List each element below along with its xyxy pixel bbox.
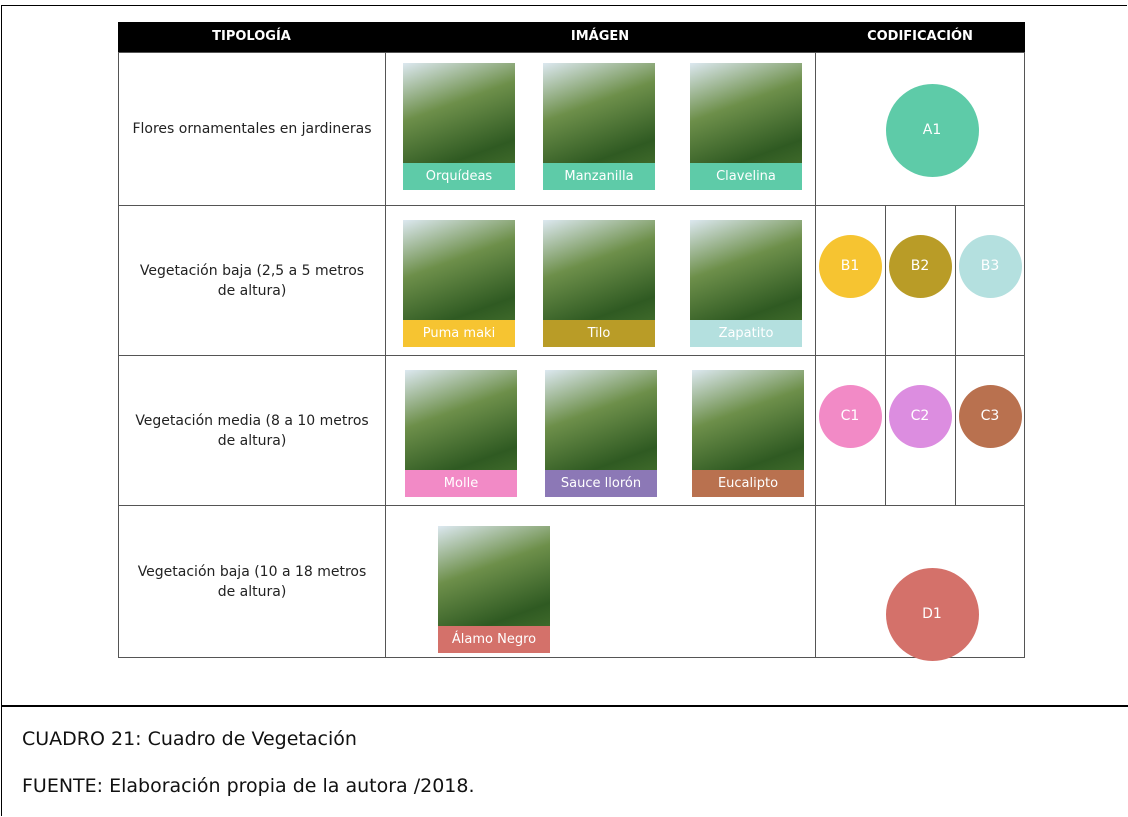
source: FUENTE: Elaboración propia de la autora … (22, 775, 475, 797)
plant-photo: Zapatito (690, 220, 802, 347)
header-cell: TIPOLOGÍA (212, 29, 291, 44)
code-circle: A1 (885, 83, 979, 177)
vegetation-table: TIPOLOGÍA IMÁGEN CODIFICACIÓN Flores orname… (118, 22, 1025, 661)
code-circle: C1 (818, 384, 882, 448)
plant-photo: Sauce llorón (545, 370, 657, 497)
plant-label: Álamo Negro (438, 626, 550, 653)
plant-label: Orquídeas (403, 163, 515, 190)
plant-label: Zapatito (690, 320, 802, 347)
header-cell: IMÁGEN (570, 29, 630, 44)
code-divider (885, 355, 886, 506)
code-circle: C3 (958, 384, 1022, 448)
code-divider (955, 205, 956, 356)
separator (1, 705, 1128, 707)
plant-label: Molle (405, 470, 517, 497)
code-divider (885, 205, 886, 356)
plant-photo: Molle (405, 370, 517, 497)
plant-label: Clavelina (690, 163, 802, 190)
plant-photo: Álamo Negro (438, 526, 550, 653)
typology-cell: Flores ornamentales en jardineras (118, 52, 386, 206)
plant-label: Puma maki (403, 320, 515, 347)
caption: CUADRO 21: Cuadro de Vegetación (22, 728, 357, 750)
code-circle: D1 (885, 567, 979, 661)
frame (1, 5, 1127, 816)
code-circle: B2 (888, 234, 952, 298)
plant-photo: Clavelina (690, 63, 802, 190)
code-divider (955, 355, 956, 506)
plant-label: Manzanilla (543, 163, 655, 190)
plant-photo: Puma maki (403, 220, 515, 347)
plant-photo: Tilo (543, 220, 655, 347)
plant-photo: Orquídeas (403, 63, 515, 190)
typology-cell: Vegetación baja (2,5 a 5 metros de altur… (118, 205, 386, 356)
code-circle: C2 (888, 384, 952, 448)
plant-label: Tilo (543, 320, 655, 347)
code-circle: B1 (818, 234, 882, 298)
header-cell: CODIFICACIÓN (867, 29, 973, 44)
code-circle: B3 (958, 234, 1022, 298)
plant-label: Sauce llorón (545, 470, 657, 497)
typology-cell: Vegetación media (8 a 10 metros de altur… (118, 355, 386, 506)
header-bar (118, 22, 1025, 52)
plant-photo: Manzanilla (543, 63, 655, 190)
plant-label: Eucalipto (692, 470, 804, 497)
typology-cell: Vegetación baja (10 a 18 metros de altur… (118, 505, 386, 658)
plant-photo: Eucalipto (692, 370, 804, 497)
